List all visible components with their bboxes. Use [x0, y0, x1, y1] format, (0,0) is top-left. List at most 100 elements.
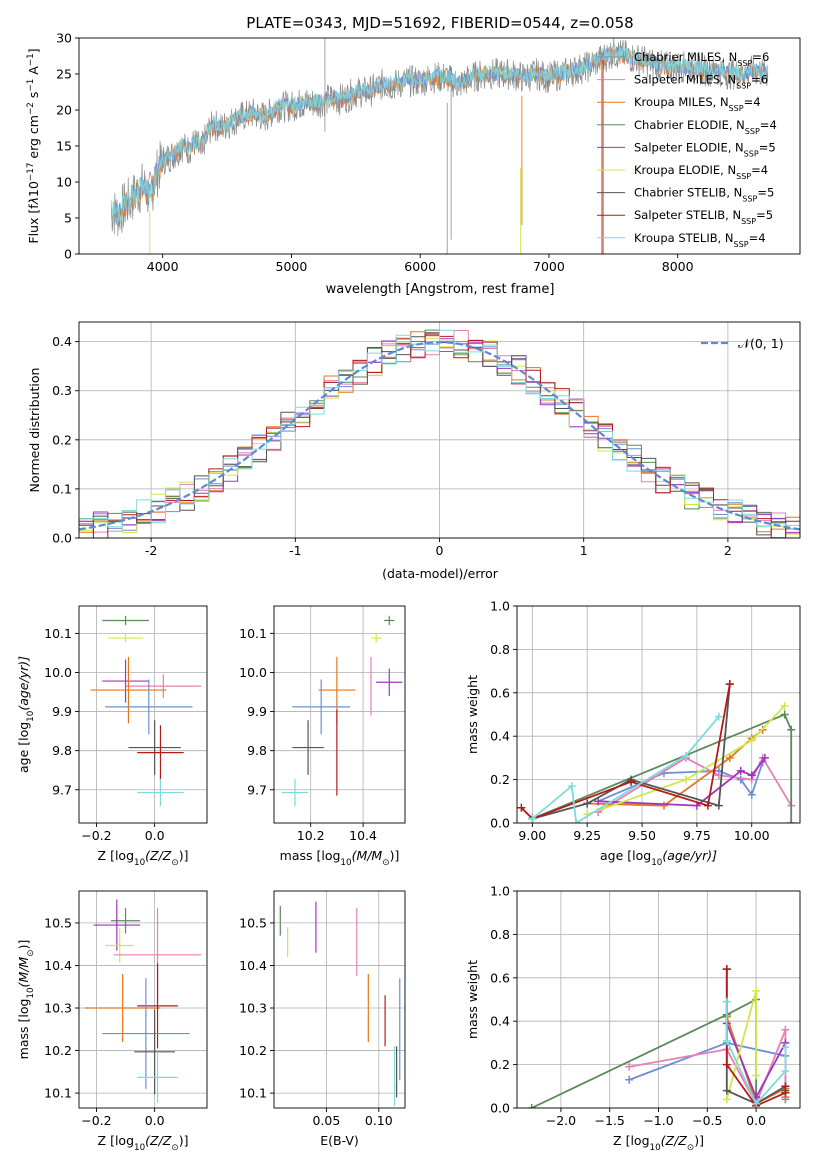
x-axis-label-part: Z [log: [98, 1133, 134, 1148]
x-axis-label-part: )]: [390, 848, 400, 863]
legend-label-part: Chabrier STELIB, N: [634, 186, 742, 200]
y-tick-label: 10.0: [239, 665, 267, 680]
weight-marker-kroupa_elodie: [780, 701, 789, 710]
x-tick-label: -1: [289, 543, 301, 558]
x-tick-label: 0: [436, 543, 444, 558]
y-axis-label-part: Flux [f: [26, 204, 41, 244]
x-axis-label-part: (M/M: [352, 848, 383, 863]
x-axis-label-part: (Z/Z: [145, 1133, 172, 1148]
y-axis-label-part: 10: [26, 181, 41, 197]
x-tick-label: 8000: [662, 259, 694, 274]
weight-marker-kroupa_elodie: [722, 1095, 731, 1104]
weight-line-kroupa_stelib: [531, 716, 720, 823]
legend-label-part: =5: [757, 186, 774, 200]
legend-label: Chabrier ELODIE, NSSP=4: [634, 118, 777, 136]
y-tick-label: 1.0: [490, 599, 510, 614]
y-tick-label: 10.2: [239, 1043, 267, 1058]
weight-marker-salpeter_stelib: [725, 680, 734, 689]
x-axis-label-part: Z [log: [98, 848, 134, 863]
y-tick-label: 10.1: [44, 1086, 72, 1101]
histogram-steps: [79, 329, 800, 538]
weight-marker-salpeter_elodie: [594, 797, 603, 806]
y-tick-label: 0.8: [490, 642, 510, 657]
y-tick-label: 0.2: [52, 432, 72, 447]
spectrum-panel: PLATE=0343, MJD=51692, FIBERID=0544, z=0…: [26, 14, 801, 297]
x-axis-label-part: ⊙: [382, 858, 389, 868]
y-axis-label-part: (age/yr)]: [16, 656, 31, 711]
weight-marker-salpeter_elodie: [760, 753, 769, 762]
weight-marker-kroupa_miles: [725, 753, 734, 762]
x-tick-label: −0.5: [692, 1113, 722, 1128]
axes-frame: [273, 890, 406, 1109]
legend-label-part: =5: [756, 208, 773, 222]
legend-label-part: SSP: [745, 126, 760, 135]
residual-histogram-panel: -2 -1 0 1 2 0.0 0.1 0.2 0.3 0.4 (data-model)/error…: [27, 321, 801, 581]
weight-marker-kroupa_stelib: [722, 997, 731, 1006]
weight-marker-chabrier_stelib: [583, 799, 592, 808]
y-tick-label: 0.3: [52, 383, 72, 398]
weight-marker-chabrier_elodie: [787, 819, 796, 823]
legend-label: Chabrier STELIB, NSSP=5: [634, 186, 774, 204]
y-tick-label: 10.5: [44, 915, 72, 930]
weight-marker-salpeter_miles: [781, 1025, 790, 1034]
mass-weight-vs-metallicity-panel: −2.0 −1.5 −1.0 −0.5 0.0 0.0 0.2 0.4 0.6 0.8 1.0 Z […: [465, 884, 801, 1153]
legend-label-part: =4: [751, 163, 768, 177]
legend-label: 𝒩(0, 1): [738, 336, 784, 351]
y-axis-label-part: 10: [26, 987, 36, 998]
x-axis-label-part: (Z/Z: [661, 1133, 688, 1148]
y-axis-label-part: −1: [26, 79, 36, 92]
weight-marker-kroupa_stelib: [752, 1099, 761, 1108]
legend-label-part: Salpeter MILES, N: [634, 73, 736, 87]
weight-marker-salpeter_elodie: [747, 771, 756, 780]
legend-label-part: Salpeter STELIB, N: [634, 208, 741, 222]
x-tick-label: 10.00: [734, 828, 770, 843]
y-tick-label: 10.3: [44, 1001, 72, 1016]
weight-marker-kroupa_elodie: [681, 775, 690, 784]
legend-label-part: =4: [760, 118, 777, 132]
x-tick-label: 0.10: [365, 1113, 393, 1128]
x-tick-label: −0.2: [81, 828, 111, 843]
y-tick-label: 9.8: [247, 743, 267, 758]
weight-marker-chabrier_miles: [747, 790, 756, 799]
mass-vs-extinction-panel: 0.05 0.10 10.1 10.2 10.3 10.4 10.5 E(B-V): [239, 890, 406, 1148]
y-axis-label: mass weight: [465, 960, 480, 1039]
x-tick-label: −0.2: [81, 1113, 111, 1128]
weight-marker-kroupa_elodie: [747, 736, 756, 745]
y-tick-label: 10.1: [239, 1086, 267, 1101]
legend-label-part: Kroupa STELIB, N: [634, 231, 734, 245]
weight-marker-salpeter_stelib: [703, 801, 712, 810]
weight-marker-chabrier_elodie: [787, 725, 796, 734]
weight-marker-kroupa_stelib: [781, 1067, 790, 1076]
y-tick-label: 0.4: [52, 334, 72, 349]
y-axis-label-part: −17: [26, 163, 36, 181]
legend-label-part: SSP: [737, 59, 752, 68]
y-axis-label: Flux [fλ10−17 erg cm−2 s−1 A−1]: [26, 48, 41, 243]
chart-title: PLATE=0343, MJD=51692, FIBERID=0544, z=0…: [246, 14, 633, 32]
x-axis-label-part: ⊙: [171, 858, 178, 868]
x-axis-label-part: ⊙: [171, 1143, 178, 1153]
y-tick-label: 9.7: [247, 782, 267, 797]
x-axis-label-part: )]: [179, 848, 189, 863]
weight-lines: [517, 680, 796, 823]
y-tick-label: 0.0: [52, 531, 72, 546]
histogram-kroupa_stelib: [79, 329, 800, 528]
x-tick-label: 0.0: [746, 1113, 766, 1128]
y-axis-label-part: ⊙: [26, 949, 36, 956]
x-tick-label: 0.0: [145, 1113, 165, 1128]
y-tick-label: 10.1: [44, 626, 72, 641]
y-axis-label: age [log10(age/yr)]: [16, 656, 36, 773]
x-axis-label-part: ⊙: [687, 1143, 694, 1153]
y-tick-label: 0.6: [490, 970, 510, 985]
weight-marker-kroupa_elodie: [752, 986, 761, 995]
weight-marker-kroupa_stelib: [714, 712, 723, 721]
x-tick-label: −1.5: [595, 1113, 625, 1128]
legend-label-part: =6: [752, 50, 769, 64]
spectrum-lines: [110, 38, 769, 254]
legend-label-part: Salpeter ELODIE, N: [634, 140, 744, 154]
weight-marker-kroupa_stelib: [528, 814, 537, 823]
y-tick-label: 10.0: [44, 665, 72, 680]
weight-marker-kroupa_stelib: [722, 1036, 731, 1045]
y-axis-label: Normed distribution: [27, 368, 42, 493]
y-tick-label: 10.1: [239, 626, 267, 641]
y-axis-label-part: 10: [26, 711, 36, 722]
